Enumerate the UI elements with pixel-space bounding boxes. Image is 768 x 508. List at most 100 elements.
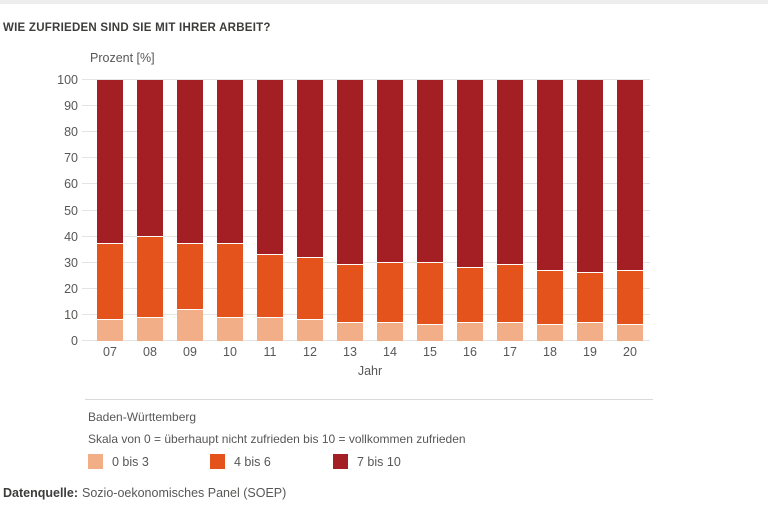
bar-column bbox=[370, 80, 410, 341]
bar-column bbox=[330, 80, 370, 341]
y-tick-label: 80 bbox=[64, 124, 78, 139]
stacked-bar-19 bbox=[577, 80, 603, 341]
x-tick-label: 07 bbox=[103, 345, 117, 359]
bar-column bbox=[410, 80, 450, 341]
bar-segment-7-bis-10 bbox=[377, 80, 403, 263]
bar-segment-7-bis-10 bbox=[617, 80, 643, 271]
bar-column bbox=[290, 80, 330, 341]
legend-item: 7 bis 10 bbox=[333, 454, 401, 469]
datasource-label: Datenquelle: bbox=[3, 486, 79, 500]
bar-segment-4-bis-6 bbox=[137, 236, 163, 318]
bar-segment-4-bis-6 bbox=[537, 270, 563, 326]
bar-column bbox=[530, 80, 570, 341]
bar-segment-4-bis-6 bbox=[217, 244, 243, 318]
stacked-bar-12 bbox=[297, 80, 323, 341]
y-axis-tick-labels: 0 10 20 30 40 50 60 70 80 90 100 bbox=[0, 74, 78, 347]
legend-swatch bbox=[210, 454, 225, 469]
stacked-bar-07 bbox=[97, 80, 123, 341]
bar-column bbox=[170, 80, 210, 341]
bar-segment-0-bis-3 bbox=[377, 322, 403, 341]
bar-segment-0-bis-3 bbox=[297, 320, 323, 341]
stacked-bar-13 bbox=[337, 80, 363, 341]
bar-segment-4-bis-6 bbox=[457, 267, 483, 323]
page-title: WIE ZUFRIEDEN SIND SIE MIT IHRER ARBEIT? bbox=[3, 22, 271, 34]
x-tick-label: 17 bbox=[503, 345, 517, 359]
x-axis-title: Jahr bbox=[357, 364, 383, 378]
bar-column bbox=[250, 80, 290, 341]
bar-segment-4-bis-6 bbox=[177, 244, 203, 310]
bar-segment-0-bis-3 bbox=[497, 322, 523, 341]
scale-note: Skala von 0 = überhaupt nicht zufrieden … bbox=[88, 432, 466, 446]
legend-swatch bbox=[333, 454, 348, 469]
y-tick-label: 50 bbox=[64, 203, 78, 218]
stacked-bar-10 bbox=[217, 80, 243, 341]
bar-segment-7-bis-10 bbox=[537, 80, 563, 271]
legend-swatch bbox=[88, 454, 103, 469]
bar-segment-7-bis-10 bbox=[297, 80, 323, 258]
x-tick-label: 09 bbox=[183, 345, 197, 359]
bar-segment-0-bis-3 bbox=[257, 317, 283, 341]
bar-column bbox=[90, 80, 130, 341]
x-tick-label: 19 bbox=[583, 345, 597, 359]
y-tick-label: 0 bbox=[71, 333, 78, 348]
bar-segment-0-bis-3 bbox=[417, 325, 443, 341]
stacked-bar-16 bbox=[457, 80, 483, 341]
bar-segment-0-bis-3 bbox=[177, 309, 203, 341]
gridline bbox=[82, 261, 650, 263]
x-tick-label: 11 bbox=[263, 345, 277, 359]
bar-segment-4-bis-6 bbox=[497, 265, 523, 323]
x-tick-label: 08 bbox=[143, 345, 157, 359]
bar-column bbox=[130, 80, 170, 341]
bar-column bbox=[450, 80, 490, 341]
legend-item: 4 bis 6 bbox=[210, 454, 333, 469]
legend-label: 7 bis 10 bbox=[357, 454, 401, 469]
bar-segment-0-bis-3 bbox=[577, 322, 603, 341]
bar-segment-7-bis-10 bbox=[497, 80, 523, 266]
stacked-bar-14 bbox=[377, 80, 403, 341]
datasource-footer: Datenquelle: Sozio-oekonomisches Panel (S… bbox=[3, 486, 286, 500]
bar-segment-7-bis-10 bbox=[177, 80, 203, 245]
gridline bbox=[82, 131, 650, 133]
bar-segment-0-bis-3 bbox=[137, 317, 163, 341]
x-axis-tick-labels: 07 08 09 10 11 12 13 14 15 16 17 18 19 20 bbox=[90, 345, 650, 359]
bar-segment-0-bis-3 bbox=[337, 322, 363, 341]
bars-layer bbox=[90, 80, 650, 341]
legend-label: 4 bis 6 bbox=[234, 454, 271, 469]
x-tick-label: 13 bbox=[343, 345, 357, 359]
bar-segment-0-bis-3 bbox=[97, 320, 123, 341]
y-axis-title: Prozent [%] bbox=[90, 51, 155, 65]
bar-segment-0-bis-3 bbox=[457, 322, 483, 341]
bar-segment-0-bis-3 bbox=[537, 325, 563, 341]
gridline bbox=[82, 79, 650, 80]
legend-label: 0 bis 3 bbox=[112, 454, 149, 469]
stacked-bar-09 bbox=[177, 80, 203, 341]
gridline bbox=[82, 235, 650, 237]
bar-segment-4-bis-6 bbox=[257, 254, 283, 318]
bar-segment-0-bis-3 bbox=[617, 325, 643, 341]
x-tick-label: 20 bbox=[623, 345, 637, 359]
bar-column bbox=[210, 80, 250, 341]
bar-segment-7-bis-10 bbox=[457, 80, 483, 268]
y-tick-label: 10 bbox=[64, 307, 78, 322]
bar-column bbox=[610, 80, 650, 341]
bar-segment-7-bis-10 bbox=[417, 80, 443, 263]
y-tick-label: 70 bbox=[64, 151, 78, 166]
bar-column bbox=[490, 80, 530, 341]
y-tick-label: 30 bbox=[64, 255, 78, 270]
bar-segment-7-bis-10 bbox=[97, 80, 123, 245]
x-tick-label: 10 bbox=[223, 345, 237, 359]
legend: 0 bis 3 4 bis 6 7 bis 10 bbox=[88, 454, 401, 469]
bar-segment-4-bis-6 bbox=[377, 262, 403, 323]
stacked-bar-15 bbox=[417, 80, 443, 341]
gridline bbox=[82, 313, 650, 315]
bar-segment-7-bis-10 bbox=[257, 80, 283, 255]
stacked-bar-08 bbox=[137, 80, 163, 341]
y-tick-label: 20 bbox=[64, 281, 78, 296]
gridline bbox=[82, 157, 650, 159]
x-tick-label: 15 bbox=[423, 345, 437, 359]
y-tick-label: 90 bbox=[64, 98, 78, 113]
x-tick-label: 12 bbox=[303, 345, 317, 359]
x-tick-label: 16 bbox=[463, 345, 477, 359]
plot-area bbox=[82, 79, 650, 341]
bar-segment-4-bis-6 bbox=[577, 273, 603, 323]
